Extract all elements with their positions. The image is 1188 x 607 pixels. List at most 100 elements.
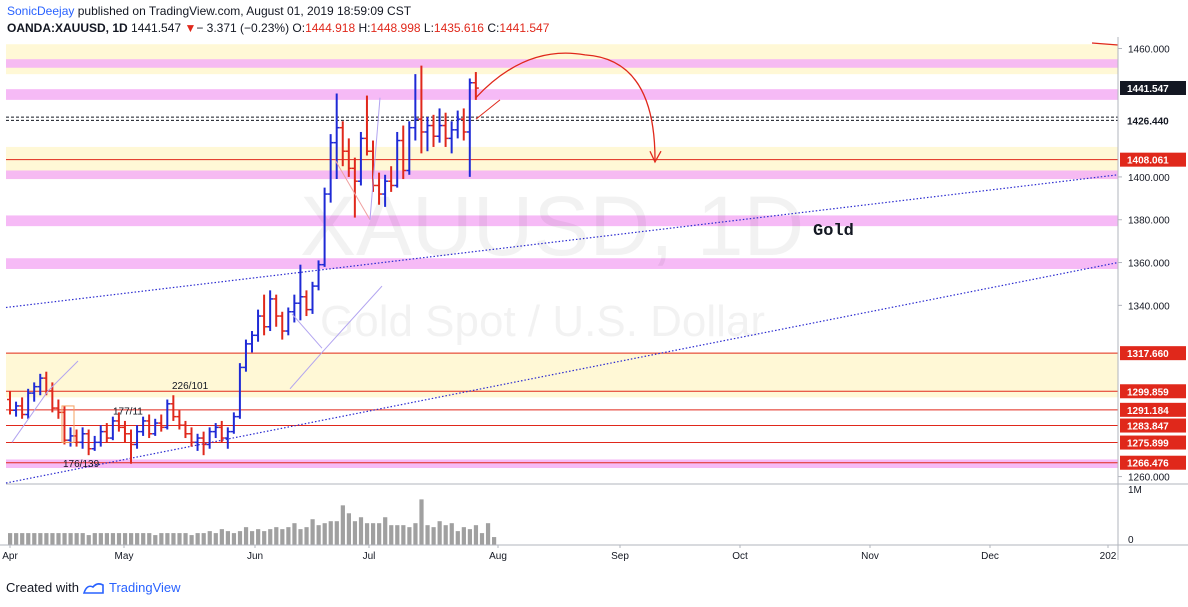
volume-bar: [322, 523, 327, 545]
volume-bar: [310, 519, 315, 545]
volume-bar: [298, 529, 303, 545]
projection-line-right: [1091, 42, 1119, 46]
price-tag-text: 1441.547: [1127, 84, 1169, 95]
ohlc-bar: [19, 397, 26, 419]
price-tag-bg: [1120, 418, 1186, 433]
price-tag-text: 1275.899: [1127, 439, 1169, 450]
ohlc-bar: [442, 112, 449, 147]
ohlc-bar: [218, 420, 225, 443]
ohlc-bar: [91, 435, 98, 451]
volume-bar: [274, 527, 279, 545]
ohlc-bar: [31, 382, 38, 402]
volume-bar: [346, 513, 351, 545]
volume-bar: [44, 533, 49, 545]
volume-bar: [74, 533, 79, 545]
ohlc-header: OANDA:XAUUSD, 1D 1441.547 ▼− 3.371 (−0.2…: [7, 21, 549, 35]
x-tick-label: Oct: [732, 551, 748, 562]
ohlc-bar: [376, 172, 383, 205]
volume-bar: [256, 529, 261, 545]
ohlc-bar: [194, 433, 201, 451]
volume-bar: [135, 533, 140, 545]
ohlc-bar: [200, 431, 207, 456]
last-price: 1441.547: [131, 21, 182, 35]
open-value: 1444.918: [305, 21, 356, 35]
volume-bar: [171, 533, 176, 545]
volume-bar: [401, 525, 406, 545]
ohlc-bar: [285, 307, 292, 336]
close-label: C:: [487, 21, 500, 35]
zone-band: [6, 352, 1118, 398]
volume-bar: [177, 533, 182, 545]
x-tick-label: Nov: [861, 551, 879, 562]
ohlc-bar: [236, 363, 243, 419]
ohlc-bar: [242, 339, 249, 372]
author-link[interactable]: SonicDeejay: [7, 4, 75, 18]
gold-annotation: Gold: [813, 222, 854, 241]
pattern-arrow: [334, 159, 371, 220]
volume-bar: [250, 531, 255, 545]
symbol-label: OANDA:XAUUSD, 1D: [7, 21, 128, 35]
y-tick-label: 1400.000: [1128, 173, 1170, 184]
price-tag: 1299.859: [1120, 384, 1186, 399]
volume-bar: [92, 533, 97, 545]
volume-bar: [116, 533, 122, 545]
volume-bar: [485, 523, 491, 545]
pattern-arrow: [291, 313, 323, 349]
ohlc-bar: [351, 157, 358, 218]
tradingview-brand[interactable]: TradingView: [108, 580, 181, 595]
pattern-box: [61, 405, 75, 443]
volume-bar: [14, 533, 19, 545]
projection-curve: [475, 52, 656, 160]
price-tag: 1266.476: [1120, 455, 1186, 470]
price-tag: 1275.899: [1120, 435, 1186, 450]
ohlc-bar: [321, 187, 328, 267]
pattern-arrow: [11, 360, 79, 443]
ohlc-bar: [448, 121, 455, 154]
pattern-arrow: [369, 97, 381, 220]
y-tick-label: 1380.000: [1128, 216, 1170, 227]
ohlc-bar: [134, 425, 141, 449]
volume-bar: [334, 521, 339, 545]
trendline: [5, 174, 1119, 309]
ohlc-bar: [291, 294, 298, 323]
volume-bar: [26, 533, 31, 545]
price-tag-text: 1283.847: [1127, 422, 1169, 433]
price-tag-bg: [1120, 435, 1186, 450]
volume-bar: [407, 527, 412, 545]
price-tag-bg: [1120, 346, 1186, 361]
volume-bar: [262, 531, 267, 545]
volume-bar: [213, 533, 218, 545]
ohlc-bar: [79, 427, 86, 449]
ohlc-bar: [85, 429, 92, 456]
volume-bar: [364, 523, 370, 545]
volume-bar: [449, 523, 454, 545]
price-tag-text: 1299.859: [1127, 387, 1169, 398]
volume-bar: [110, 533, 116, 545]
ohlc-bar: [382, 174, 389, 207]
volume-bar: [455, 531, 460, 545]
ohlc-bar: [146, 414, 153, 439]
price-tag-bg: [1120, 402, 1186, 417]
volume-bar: [159, 533, 164, 545]
ohlc-bar: [182, 420, 189, 439]
volume-bar: [20, 533, 25, 545]
ohlc-bar: [315, 260, 322, 291]
candle-count-label: 176/139: [63, 459, 100, 470]
volume-bar: [467, 529, 472, 545]
open-label: O:: [292, 21, 306, 35]
price-tag-text: 1408.061: [1127, 156, 1169, 167]
volume-bar: [395, 525, 400, 545]
ohlc-bar: [339, 121, 346, 167]
ohlc-bar: [255, 309, 262, 342]
created-with-text: Created with: [6, 580, 79, 595]
price-tag-bg: [1120, 80, 1186, 95]
ohlc-bar: [406, 121, 413, 175]
ohlc-bar: [309, 281, 316, 314]
ohlc-bar: [460, 108, 467, 141]
volume-bar: [183, 533, 188, 545]
low-label: L:: [423, 21, 434, 35]
y-tick-label: 1360.000: [1128, 259, 1170, 270]
ohlc-bar: [418, 65, 425, 154]
watermark-symbol: XAUUSD, 1D: [300, 179, 804, 273]
